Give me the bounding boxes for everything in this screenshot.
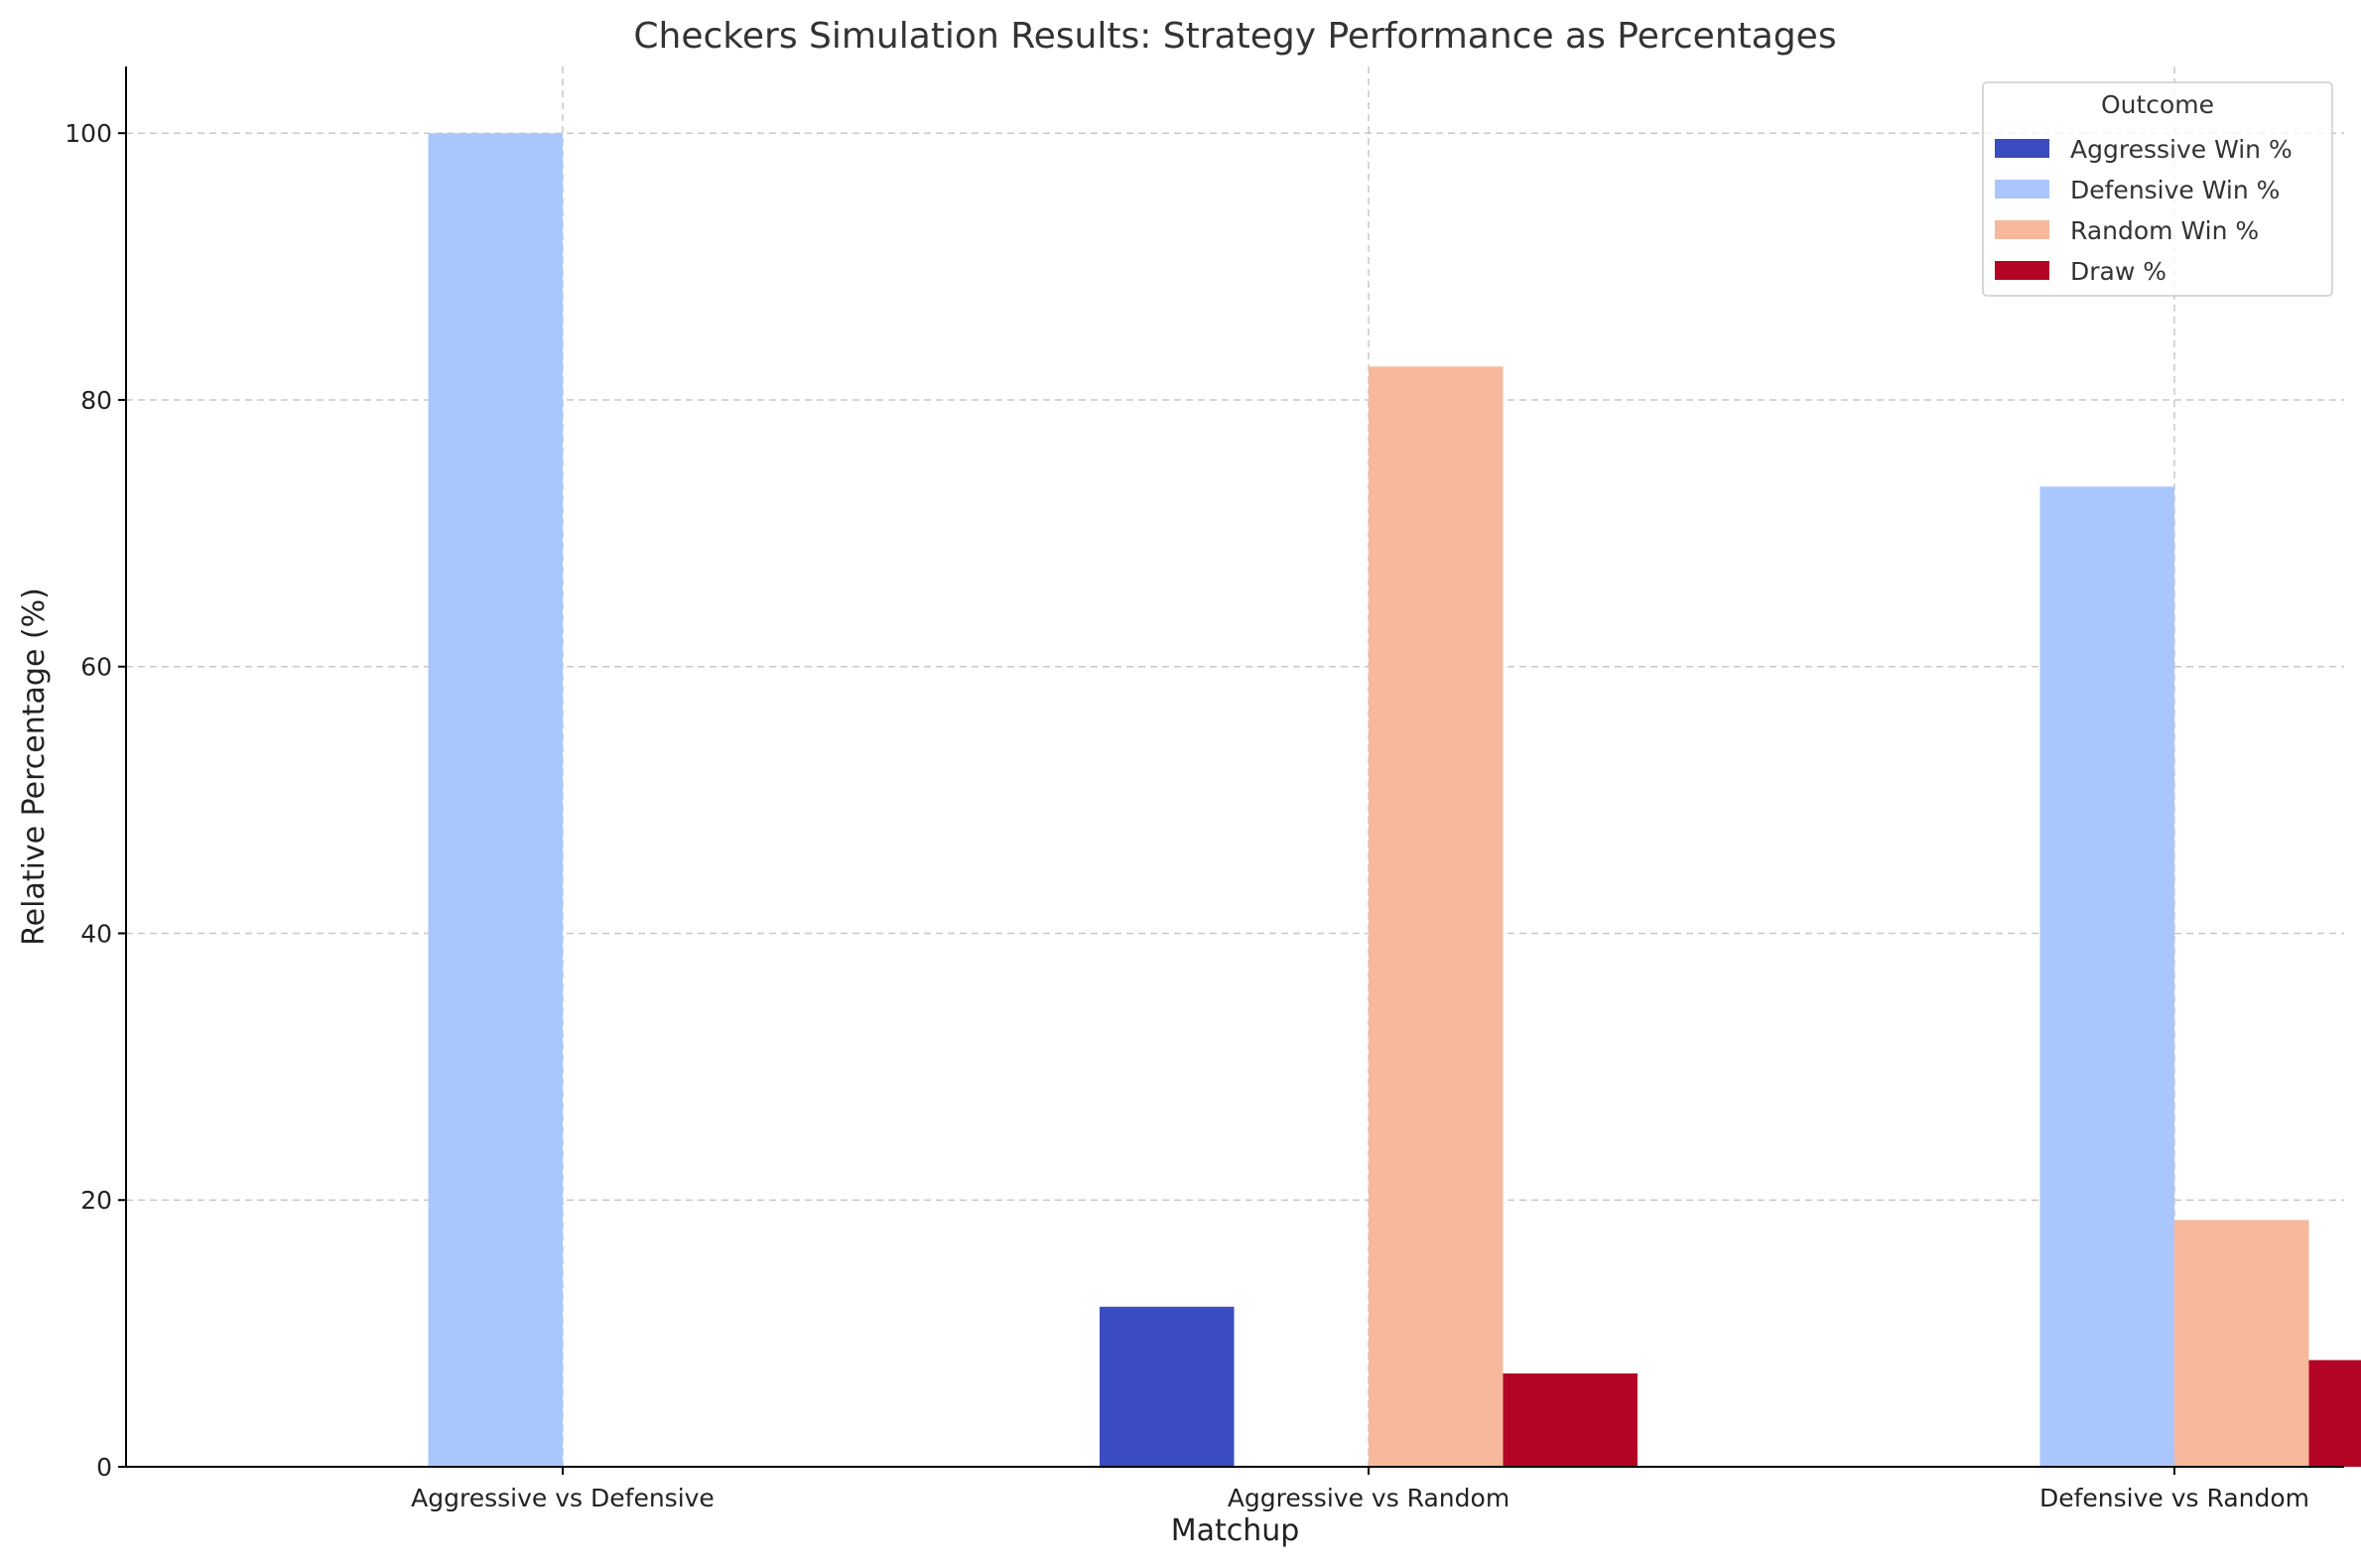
legend-swatch	[1995, 220, 2049, 239]
axes-layer: 0 20 40 60 80 100 Aggressive vs Defensive Aggre…	[65, 66, 2344, 1512]
legend-swatch	[1995, 139, 2049, 158]
y-tick-label: 60	[80, 653, 112, 682]
bar-draw-1	[1503, 1372, 1638, 1467]
legend: Outcome Aggressive Win % Defensive Win % R…	[1982, 81, 2333, 297]
bar-random-win-1	[1369, 366, 1504, 1467]
bar-defensive-win-0	[428, 133, 563, 1468]
x-axis-label: Matchup	[1171, 1513, 1300, 1548]
bar-aggressive-win-1	[1100, 1306, 1235, 1467]
y-tick-label: 40	[80, 919, 112, 948]
chart-title: Checkers Simulation Results: Strategy Pe…	[633, 16, 1836, 57]
legend-label: Draw %	[2070, 257, 2166, 286]
legend-items: Aggressive Win % Defensive Win % Random Wi…	[1995, 135, 2293, 286]
x-tick-label: Aggressive vs Defensive	[411, 1484, 715, 1512]
bars-layer	[428, 133, 2361, 1468]
legend-label: Defensive Win %	[2070, 176, 2280, 204]
x-tick-label: Aggressive vs Random	[1228, 1484, 1509, 1512]
y-tick-label: 0	[96, 1453, 112, 1482]
legend-label: Aggressive Win %	[2070, 135, 2293, 164]
bar-random-win-2	[2174, 1220, 2309, 1467]
y-tick-label: 20	[80, 1186, 112, 1215]
legend-swatch	[1995, 261, 2049, 280]
bar-defensive-win-2	[2039, 486, 2174, 1467]
y-tick-label: 80	[80, 386, 112, 415]
x-tick-label: Defensive vs Random	[2039, 1484, 2309, 1512]
legend-label: Random Win %	[2070, 216, 2259, 245]
y-axis-label: Relative Percentage (%)	[17, 588, 52, 946]
legend-swatch	[1995, 180, 2049, 198]
bar-draw-2	[2308, 1360, 2361, 1467]
legend-title: Outcome	[2101, 90, 2214, 119]
legend-frame	[1982, 81, 2333, 297]
y-tick-label: 100	[65, 119, 112, 148]
